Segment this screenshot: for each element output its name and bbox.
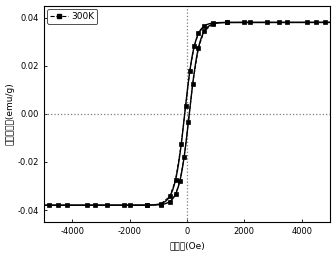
X-axis label: 石须力(Oe): 石须力(Oe): [169, 241, 205, 250]
Legend: 300K: 300K: [47, 9, 97, 24]
Y-axis label: 比磁化强度(emu/g): 比磁化强度(emu/g): [6, 82, 14, 145]
